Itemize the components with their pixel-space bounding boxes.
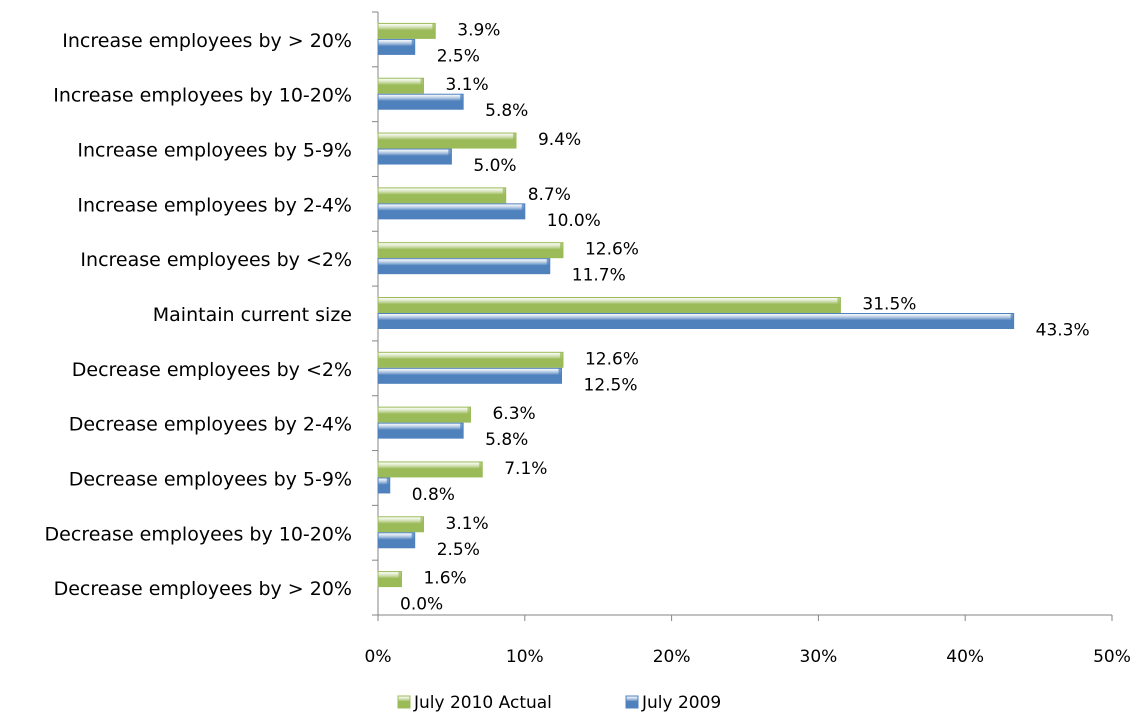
bar-side (411, 39, 415, 55)
category-label: Maintain current size (153, 304, 352, 326)
bar (377, 422, 464, 439)
legend-label: July 2009 (641, 693, 721, 713)
value-label: 5.8% (485, 430, 528, 450)
bar-side (558, 368, 562, 384)
bar (377, 367, 562, 384)
bar-side (502, 187, 506, 203)
value-label: 3.1% (446, 514, 489, 534)
category-label: Increase employees by 5-9% (77, 140, 352, 162)
category-label: Decrease employees by 2-4% (69, 414, 352, 436)
value-label: 2.5% (437, 46, 480, 66)
value-label: 3.1% (446, 75, 489, 95)
bar-side (398, 571, 402, 587)
bar-side (512, 133, 516, 149)
value-label: 12.6% (585, 240, 639, 260)
bar (377, 571, 402, 588)
bar-side (420, 78, 424, 94)
bar-side (559, 242, 563, 258)
bar (377, 242, 564, 259)
bar-side (448, 149, 452, 165)
bar (377, 38, 416, 55)
value-label: 0.8% (412, 485, 455, 505)
bar (377, 313, 1015, 329)
value-label: 31.5% (862, 295, 916, 315)
legend-label: July 2010 Actual (413, 693, 552, 713)
bar (377, 351, 564, 368)
bar-side (460, 423, 464, 439)
bar-side (460, 94, 464, 110)
category-label: Increase employees by > 20% (62, 30, 352, 52)
bar-side (420, 516, 424, 532)
value-label: 5.8% (485, 101, 528, 121)
value-label: 12.5% (584, 375, 638, 395)
bar (377, 297, 841, 313)
bar (377, 516, 425, 533)
bar (377, 532, 416, 549)
bar (377, 22, 436, 39)
bar-side (411, 532, 415, 548)
bar (377, 93, 464, 110)
x-tick-label: 40% (946, 647, 984, 667)
bar-side (837, 297, 841, 313)
bar-side (432, 23, 436, 39)
bar (377, 132, 517, 149)
value-label: 43.3% (1036, 321, 1090, 341)
bar (377, 148, 452, 165)
value-label: 2.5% (437, 540, 480, 560)
x-tick-label: 10% (506, 647, 544, 667)
legend-swatch (397, 695, 411, 709)
bar-side (521, 203, 525, 219)
category-label: Increase employees by <2% (80, 249, 352, 271)
bar (377, 203, 526, 220)
x-tick-label: 0% (365, 647, 392, 667)
bar-side (546, 258, 550, 274)
category-label: Decrease employees by > 20% (54, 578, 352, 600)
category-label: Decrease employees by 5-9% (69, 468, 352, 490)
value-label: 1.6% (423, 569, 466, 589)
value-label: 5.0% (473, 156, 516, 176)
bar-side (467, 407, 471, 423)
bar-side (1010, 313, 1014, 329)
value-label: 9.4% (538, 130, 581, 150)
category-label: Decrease employees by <2% (72, 359, 352, 381)
bar-side (559, 352, 563, 368)
x-tick-label: 50% (1093, 647, 1131, 667)
value-label: 6.3% (492, 404, 535, 424)
value-label: 10.0% (547, 211, 601, 231)
value-label: 12.6% (585, 349, 639, 369)
bar (377, 187, 507, 204)
legend-swatch (625, 695, 639, 709)
value-label: 11.7% (572, 266, 626, 286)
bar (377, 258, 551, 275)
value-label: 7.1% (504, 459, 547, 479)
x-tick-label: 20% (653, 647, 691, 667)
category-label: Increase employees by 2-4% (77, 194, 352, 216)
category-label: Decrease employees by 10-20% (45, 523, 352, 545)
bar (377, 406, 471, 423)
bar (377, 77, 425, 94)
category-label: Increase employees by 10-20% (53, 85, 352, 107)
x-tick-label: 30% (800, 647, 838, 667)
value-label: 0.0% (400, 595, 443, 615)
value-label: 8.7% (528, 185, 571, 205)
bar-side (386, 477, 390, 493)
bar-side (479, 461, 483, 477)
bar (377, 461, 483, 478)
value-label: 3.9% (457, 20, 500, 40)
